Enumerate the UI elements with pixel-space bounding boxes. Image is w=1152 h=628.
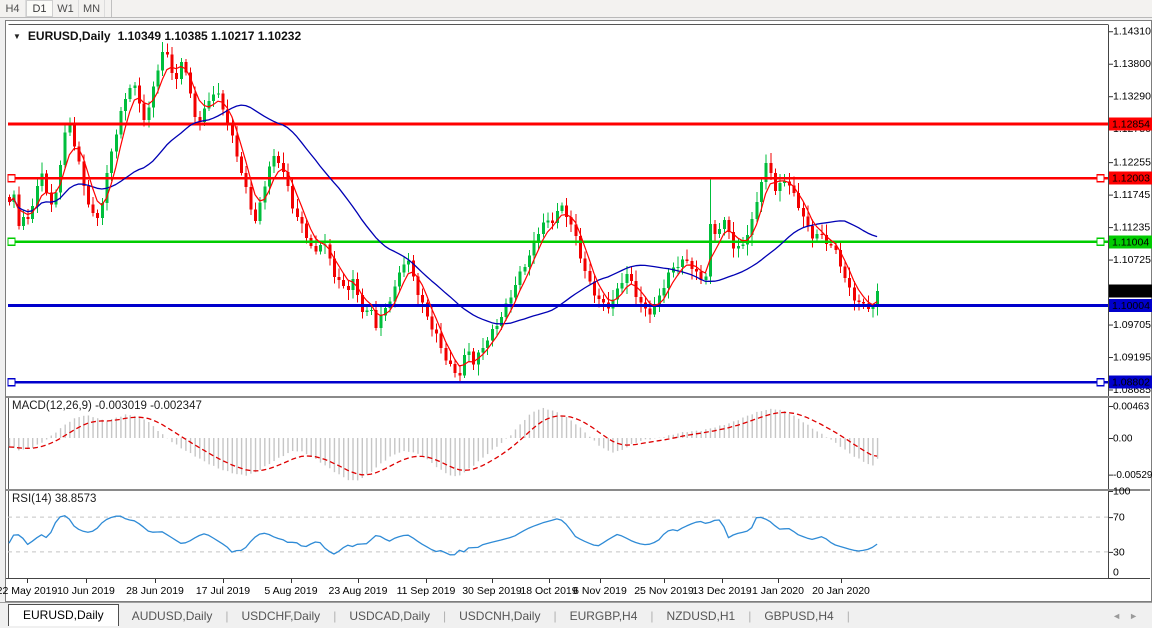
date-axis-label: 30 Sep 2019 (462, 585, 522, 597)
date-axis-label: 22 May 2019 (0, 585, 58, 597)
tab-eurgbp-h4[interactable]: EURGBP,H4 (569, 609, 638, 623)
price-badge-1.10232 (1109, 284, 1152, 298)
tab-eurusd-daily[interactable]: EURUSD,Daily (8, 603, 119, 626)
macd-indicator (8, 407, 879, 481)
date-axis-label: 20 Jan 2020 (812, 585, 870, 597)
price-axis: 1.143101.138001.132901.127801.122551.117… (1109, 26, 1152, 579)
price-axis-label: 1.13290 (1113, 91, 1151, 103)
date-axis-label: 5 Aug 2019 (264, 585, 317, 597)
price-axis-label: 1.09195 (1113, 352, 1151, 364)
macd-axis-label: -0.005299 (1113, 470, 1152, 481)
tab-scroll-arrows[interactable]: ◄► (1112, 611, 1146, 621)
symbol-period-label: EURUSD,Daily (27, 29, 111, 43)
tab-usdcad-daily[interactable]: USDCAD,Daily (349, 609, 430, 623)
tab-usdchf-daily[interactable]: USDCHF,Daily (241, 609, 321, 623)
price-badge-1.12003 (1109, 171, 1152, 185)
price-axis-label: 1.13800 (1113, 58, 1151, 70)
moving-averages (8, 66, 878, 367)
price-badge-label: 1.08802 (1112, 377, 1150, 389)
tab-audusd-daily[interactable]: AUDUSD,Daily (131, 609, 213, 623)
tab-separator: | (846, 609, 850, 623)
rsi-axis-label: 30 (1113, 546, 1125, 558)
timeframe-button-mn[interactable]: MN (79, 0, 105, 17)
timeframe-button-h4[interactable]: H4 (0, 0, 26, 17)
tab-separator: | (443, 609, 447, 623)
date-axis-label: 18 Oct 2019 (520, 585, 577, 597)
ohlc-values: 1.10349 1.10385 1.10217 1.10232 (117, 29, 302, 43)
tab-gbpusd-h4[interactable]: GBPUSD,H4 (764, 609, 834, 623)
price-badge-label: 1.12854 (1112, 118, 1150, 130)
tab-separator: | (333, 609, 337, 623)
date-axis-label: 28 Jun 2019 (126, 585, 184, 597)
macd-axis-label: 0.00 (1113, 434, 1133, 445)
date-axis-label: 11 Sep 2019 (397, 585, 456, 597)
collapse-triangle-icon[interactable]: ▼ (13, 31, 21, 41)
price-axis-label: 1.11745 (1113, 189, 1150, 201)
chart-title: ▼ EURUSD,Daily 1.10349 1.10385 1.10217 1… (13, 29, 301, 43)
price-axis-badges: 1.12854 1.12003 1.11004 1.10232 1.10004 1.088… (1109, 117, 1152, 389)
tab-nzdusd-h1[interactable]: NZDUSD,H1 (666, 609, 736, 623)
price-axis-label: 1.09705 (1113, 319, 1151, 331)
horizontal-line-objects[interactable] (7, 122, 1108, 387)
rsi-axis-label: 100 (1113, 486, 1131, 498)
date-axis-label: 6 Nov 2019 (573, 585, 627, 597)
price-axis-label: 1.10725 (1113, 254, 1151, 266)
date-axis-label: 10 Jun 2019 (57, 585, 115, 597)
price-badge-label: 1.11004 (1112, 236, 1149, 248)
date-axis-label: 13 Dec 2019 (692, 585, 752, 597)
chart-plot-area[interactable] (8, 25, 1108, 396)
rsi-indicator (8, 515, 1108, 556)
price-badge-label: 1.10232 (1112, 285, 1150, 297)
price-badge-label: 1.12003 (1112, 173, 1150, 185)
date-axis-label: 1 Jan 2020 (752, 585, 804, 597)
tab-separator: | (553, 609, 557, 623)
timeframe-toolbar: H4 D1 W1 MN (0, 0, 1152, 18)
timeframe-button-d1[interactable]: D1 (26, 0, 53, 17)
tab-usdcnh-daily[interactable]: USDCNH,Daily (459, 609, 541, 623)
date-axis-label: 17 Jul 2019 (196, 585, 250, 597)
macd-axis-label: 0.00463 (1113, 402, 1150, 413)
macd-indicator-label: MACD(12,26,9) -0.003019 -0.002347 (12, 400, 202, 412)
price-badge-1.11004 (1109, 235, 1152, 249)
tab-separator: | (748, 609, 752, 623)
rsi-indicator-label: RSI(14) 38.8573 (12, 493, 97, 505)
tab-separator: | (650, 609, 654, 623)
rsi-axis-label: 70 (1113, 512, 1125, 524)
date-axis-label: 23 Aug 2019 (329, 585, 388, 597)
toolbar-separator (111, 0, 112, 17)
chart-tab-bar: EURUSD,Daily AUDUSD,Daily | USDCHF,Daily | US… (0, 602, 1152, 628)
price-badge-1.12854 (1109, 117, 1152, 131)
tab-separator: | (225, 609, 229, 623)
date-axis: 22 May 2019 10 Jun 2019 28 Jun 2019 17 Jul … (0, 579, 870, 597)
price-axis-label: 1.12255 (1113, 157, 1151, 169)
timeframe-button-w1[interactable]: W1 (53, 0, 79, 17)
price-axis-label: 1.14310 (1113, 26, 1151, 38)
rsi-axis-label: 0 (1113, 567, 1119, 579)
price-badge-1.10004 (1109, 298, 1152, 312)
price-badge-label: 1.10004 (1112, 300, 1150, 312)
price-badge-1.08802 (1109, 375, 1152, 389)
date-axis-label: 25 Nov 2019 (634, 585, 694, 597)
price-axis-label: 1.11235 (1113, 222, 1150, 234)
